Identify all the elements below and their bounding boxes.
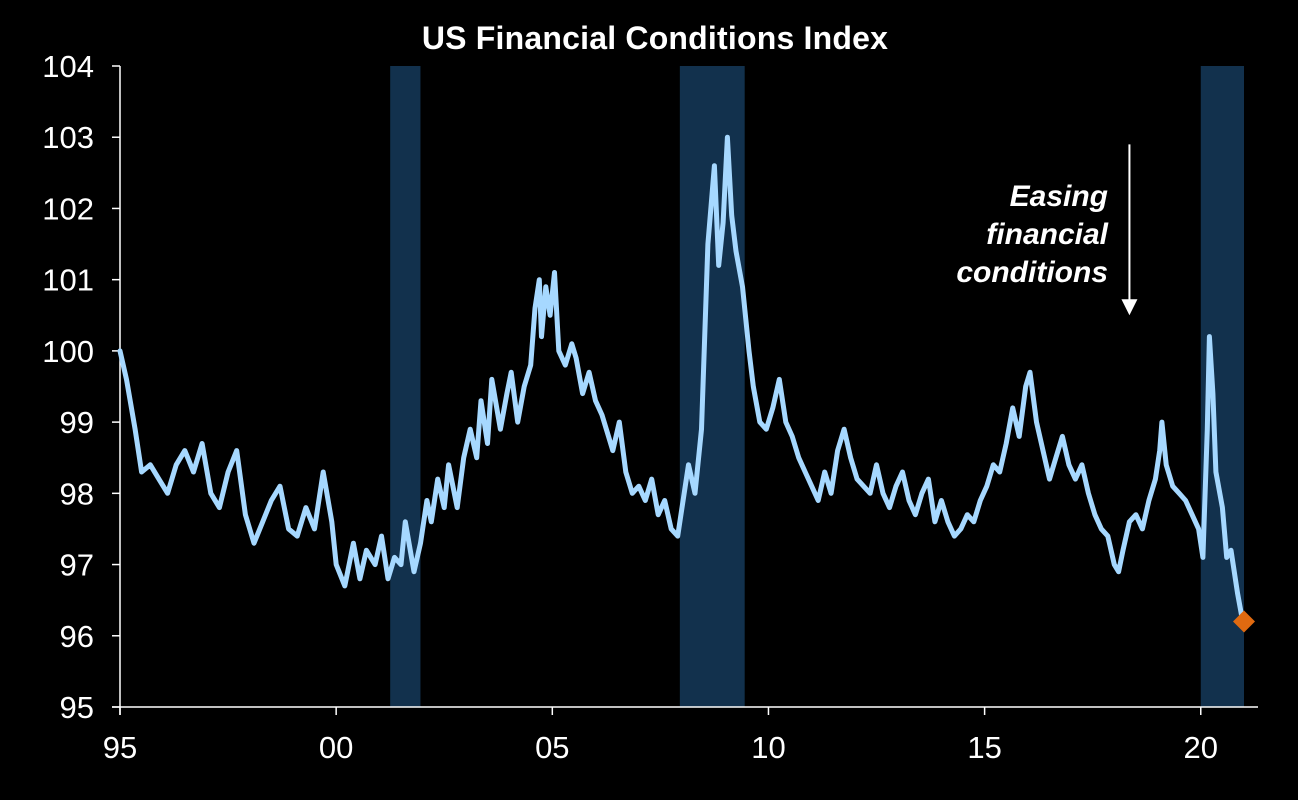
series-line-1 [117,134,1246,624]
x-tick-label-05: 05 [535,730,569,765]
y-tick-label-104: 104 [42,49,94,84]
y-tick-label-98: 98 [60,476,94,511]
chart-annotation: Easing financial conditions [868,178,1108,292]
y-tick-label-97: 97 [60,548,94,583]
chart-title: US Financial Conditions Index [421,20,889,56]
recession-band-1 [390,66,421,707]
x-tick-label-95: 95 [103,730,137,765]
y-tick-label-103: 103 [42,120,94,155]
annotation-line-1: Easing [1009,180,1108,213]
y-tick-label-100: 100 [42,334,94,369]
recession-bands [390,66,1244,707]
recession-band-2 [679,66,745,707]
x-tick-label-15: 15 [967,730,1001,765]
x-tick-label-20: 20 [1184,730,1218,765]
arrow-head [1121,299,1138,316]
y-tick-label-101: 101 [42,263,94,298]
series-layer [117,134,1255,633]
annotation-line-3: conditions [956,256,1108,289]
axes: 95 96 97 98 99 100 101 102 103 104 95 00 05 10 15 20 [42,49,1258,765]
x-tick-label-00: 00 [319,730,353,765]
y-tick-label-96: 96 [60,619,94,654]
latest-point-marker [1233,610,1255,633]
annotation-line-2: financial [986,218,1108,251]
x-tick-label-10: 10 [751,730,785,765]
annotation-arrow [1121,144,1138,316]
y-tick-label-95: 95 [60,690,94,725]
y-tick-label-99: 99 [60,405,94,440]
y-tick-label-102: 102 [42,191,94,226]
